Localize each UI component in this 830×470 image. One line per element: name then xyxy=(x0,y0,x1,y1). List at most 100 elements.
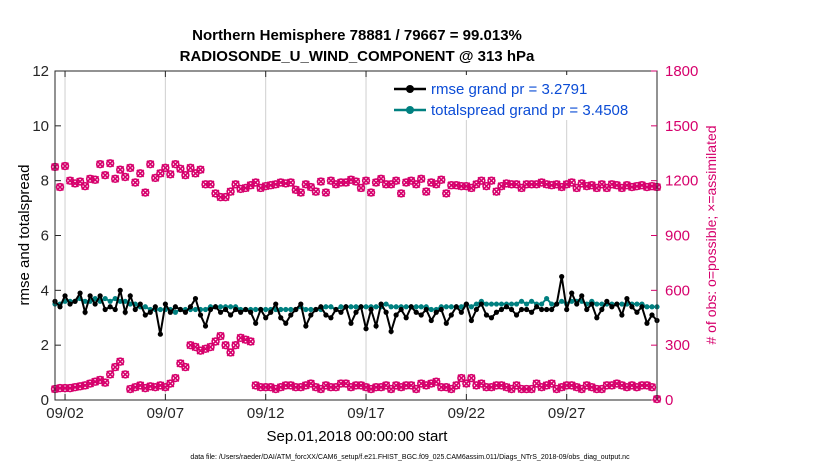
obs-assimilated-point xyxy=(111,174,120,183)
y-tick-label: 2 xyxy=(41,337,49,354)
obs-assimilated-point xyxy=(176,164,185,173)
rmse-point xyxy=(493,309,500,315)
totalspread-point xyxy=(227,304,234,310)
rmse-point xyxy=(544,306,550,313)
rmse-point xyxy=(418,312,424,318)
obs-possible-point xyxy=(216,192,225,202)
totalspread-point xyxy=(217,304,224,310)
rmse-point xyxy=(428,317,434,324)
obs-possible-point xyxy=(321,188,331,197)
obs-possible-point xyxy=(412,180,421,189)
obs-possible-point xyxy=(221,340,230,350)
rmse-point xyxy=(187,304,194,310)
totalspread-point xyxy=(192,306,199,313)
rmse-point xyxy=(72,298,78,304)
obs-possible-point xyxy=(186,163,195,173)
obs-assimilated-point xyxy=(91,175,100,184)
obs-possible-point xyxy=(336,178,346,187)
x-tick-label: 09/22 xyxy=(448,405,486,422)
obs-assimilated-point xyxy=(121,173,130,181)
totalspread-point xyxy=(308,306,314,313)
totalspread-point xyxy=(559,298,565,304)
obs-possible-point xyxy=(151,173,160,183)
totalspread-point xyxy=(493,301,500,307)
obs-possible-point xyxy=(356,183,366,193)
totalspread-point xyxy=(523,301,530,307)
rmse-point xyxy=(177,306,184,313)
rmse-point xyxy=(584,306,590,313)
y-tick-label: 10 xyxy=(32,118,49,135)
rmse-point xyxy=(353,309,359,315)
totalspread-point xyxy=(428,306,434,313)
rmse-point xyxy=(227,312,234,318)
obs-possible-point xyxy=(487,176,496,185)
rmse-point xyxy=(62,293,68,299)
obs-possible-point xyxy=(95,160,105,169)
rmse-point xyxy=(343,304,349,310)
rmse-point xyxy=(202,323,209,329)
obs-possible-point xyxy=(75,177,85,186)
rmse-point xyxy=(348,320,354,326)
chart-subtitle: RADIOSONDE_U_WIND_COMPONENT @ 313 hPa xyxy=(180,48,535,65)
rmse-point xyxy=(182,309,189,315)
rmse-point xyxy=(528,309,535,315)
obs-possible-point xyxy=(176,164,185,173)
y-right-tick-label: 1800 xyxy=(665,63,698,80)
obs-possible-point xyxy=(116,357,125,366)
obs-possible-point xyxy=(80,181,90,191)
obs-assimilated-point xyxy=(206,180,215,189)
rmse-point xyxy=(393,312,399,318)
totalspread-point xyxy=(172,309,178,315)
obs-possible-point xyxy=(647,383,657,392)
obs-possible-point xyxy=(105,159,115,168)
rmse-point xyxy=(107,304,113,310)
rmse-point xyxy=(498,306,505,313)
totalspread-point xyxy=(388,304,394,310)
y-right-tick-label: 1500 xyxy=(665,118,698,135)
chart-title: Northern Hemisphere 78881 / 79667 = 99.0… xyxy=(192,27,522,44)
totalspread-point xyxy=(383,301,389,307)
rmse-point xyxy=(569,290,575,296)
obs-assimilated-point xyxy=(101,378,110,387)
obs-possible-point xyxy=(457,181,466,191)
rmse-point xyxy=(574,301,580,307)
totalspread-point xyxy=(649,304,655,310)
obs-possible-point xyxy=(291,383,300,392)
rmse-point xyxy=(87,293,93,299)
rmse-point xyxy=(589,301,595,307)
obs-possible-point xyxy=(90,175,100,184)
obs-possible-point xyxy=(141,188,150,197)
rmse-point xyxy=(248,309,254,315)
obs-possible-point xyxy=(527,180,536,189)
totalspread-point xyxy=(403,304,409,310)
obs-possible-point xyxy=(562,381,571,390)
totalspread-point xyxy=(458,304,464,310)
obs-assimilated-point xyxy=(397,189,406,198)
rmse-point xyxy=(559,274,565,280)
rmse-point xyxy=(634,309,640,315)
obs-assimilated-point xyxy=(96,160,105,169)
totalspread-point xyxy=(82,298,88,304)
totalspread-point xyxy=(468,304,474,310)
obs-possible-point xyxy=(432,377,441,386)
obs-possible-point xyxy=(592,384,601,394)
totalspread-point xyxy=(323,304,329,310)
totalspread-point xyxy=(644,304,650,310)
obs-possible-point xyxy=(231,340,240,350)
rmse-point xyxy=(162,301,168,307)
rmse-point xyxy=(167,309,173,315)
obs-possible-point xyxy=(447,181,456,190)
totalspread-point xyxy=(353,304,359,310)
obs-assimilated-point xyxy=(126,163,135,172)
obs-possible-point xyxy=(396,189,406,198)
rmse-point xyxy=(142,312,148,318)
rmse-point xyxy=(122,309,128,315)
rmse-point xyxy=(549,306,555,313)
obs-possible-point xyxy=(231,180,240,189)
obs-possible-point xyxy=(55,182,65,192)
rmse-point xyxy=(508,306,515,313)
y-tick-label: 12 xyxy=(32,63,49,80)
y-right-tick-label: 600 xyxy=(665,282,690,299)
obs-possible-point xyxy=(105,370,115,379)
